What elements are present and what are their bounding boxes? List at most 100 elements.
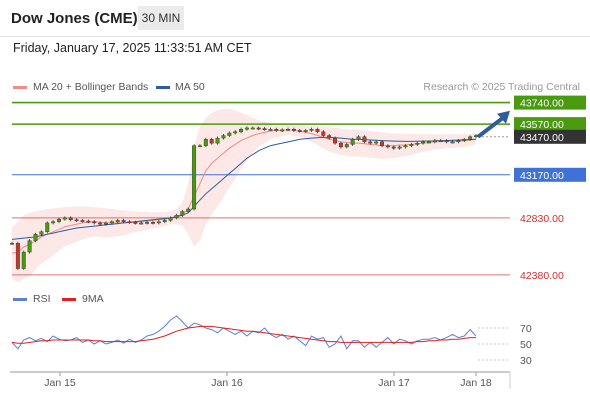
candle bbox=[221, 135, 226, 139]
x-tick-label: Jan 18 bbox=[460, 377, 492, 389]
candle bbox=[368, 141, 373, 144]
rsi-tick-label: 70 bbox=[520, 323, 532, 335]
candle bbox=[356, 136, 361, 140]
candle bbox=[244, 127, 249, 130]
candle bbox=[68, 217, 73, 220]
candle bbox=[391, 146, 396, 149]
candle bbox=[427, 141, 431, 144]
rsi-tick-label: 30 bbox=[520, 355, 532, 367]
candle bbox=[162, 220, 167, 222]
candle bbox=[250, 127, 255, 130]
candle bbox=[92, 221, 97, 224]
candle bbox=[309, 128, 314, 131]
candle bbox=[33, 234, 38, 241]
candle bbox=[421, 141, 426, 144]
candle bbox=[297, 130, 302, 132]
candle bbox=[303, 130, 308, 132]
copyright: Research © 2025 Trading Central bbox=[423, 81, 580, 93]
candle bbox=[468, 136, 473, 140]
candle bbox=[409, 144, 414, 146]
candle bbox=[327, 135, 332, 139]
candle bbox=[62, 217, 67, 220]
rsi-line bbox=[11, 315, 477, 350]
rsi-tick-label: 50 bbox=[520, 339, 532, 351]
9ma-legend-label: 9MA bbox=[82, 293, 104, 305]
candle bbox=[150, 222, 155, 224]
candle bbox=[456, 140, 461, 143]
rsi-9ma-line bbox=[11, 325, 476, 344]
candle bbox=[127, 221, 132, 224]
ma50-line bbox=[11, 136, 477, 240]
candle bbox=[209, 139, 214, 144]
candle bbox=[415, 142, 420, 145]
candle bbox=[139, 222, 144, 225]
rsi-legend-swatch bbox=[13, 298, 27, 301]
candle bbox=[186, 208, 191, 212]
candle bbox=[380, 141, 384, 146]
candle bbox=[280, 129, 285, 132]
candle bbox=[315, 128, 320, 132]
instrument-title: Dow Jones (CME) bbox=[11, 10, 138, 27]
timeframe-button[interactable]: 30 MIN bbox=[138, 6, 184, 30]
candle bbox=[156, 221, 161, 224]
candle bbox=[27, 240, 32, 253]
chart-header: Dow Jones (CME) 30 MIN bbox=[0, 0, 590, 37]
candle bbox=[180, 211, 185, 216]
candle bbox=[438, 140, 443, 143]
candle bbox=[256, 127, 261, 130]
candle bbox=[450, 141, 455, 144]
candle bbox=[57, 218, 61, 222]
candle bbox=[21, 251, 26, 269]
candle bbox=[133, 222, 138, 224]
timestamp: Friday, January 17, 2025 11:33:51 AM CET bbox=[13, 41, 252, 55]
candle bbox=[10, 242, 14, 245]
9ma-legend-swatch bbox=[62, 298, 76, 301]
candle bbox=[192, 145, 197, 210]
candle bbox=[80, 220, 85, 222]
candle bbox=[74, 219, 79, 222]
x-tick-label: Jan 16 bbox=[211, 377, 243, 389]
level-label-bg-1 bbox=[514, 117, 586, 132]
candle bbox=[239, 128, 244, 132]
candle bbox=[291, 128, 296, 131]
ma20-legend-label: MA 20 + Bollinger Bands bbox=[33, 81, 149, 93]
candle bbox=[333, 137, 337, 144]
level-label-bg-3 bbox=[514, 167, 586, 182]
level-label-5: 42380.00 bbox=[520, 270, 564, 282]
candle bbox=[403, 145, 408, 148]
candle bbox=[168, 217, 173, 221]
candle bbox=[39, 231, 44, 235]
candle bbox=[145, 222, 150, 224]
forecast-arrow-head bbox=[497, 110, 510, 124]
candle bbox=[286, 128, 291, 131]
level-label-3: 43170.00 bbox=[520, 170, 564, 182]
rsi-legend-label: RSI bbox=[33, 293, 51, 305]
level-label-bg-0 bbox=[514, 95, 586, 110]
candle bbox=[203, 139, 208, 146]
candle bbox=[262, 128, 267, 130]
candle bbox=[397, 146, 402, 149]
level-label-2: 43470.00 bbox=[520, 132, 564, 144]
candle bbox=[109, 221, 114, 224]
x-tick-label: Jan 15 bbox=[44, 377, 76, 389]
forecast-arrow-shaft bbox=[476, 116, 505, 139]
level-label-0: 43740.00 bbox=[520, 98, 564, 110]
candle bbox=[462, 139, 467, 141]
ma50-legend-label: MA 50 bbox=[175, 81, 205, 93]
candle bbox=[121, 220, 126, 222]
bollinger-band bbox=[12, 108, 476, 283]
candle bbox=[338, 142, 343, 148]
candle bbox=[268, 128, 273, 131]
level-label-4: 42830.00 bbox=[520, 213, 564, 225]
x-tick-label: Jan 17 bbox=[378, 377, 410, 389]
candle bbox=[174, 215, 179, 219]
candle bbox=[385, 145, 390, 148]
candle bbox=[45, 222, 50, 233]
level-label-1: 43570.00 bbox=[520, 119, 564, 131]
candle bbox=[86, 220, 91, 223]
candle bbox=[233, 131, 238, 134]
candle bbox=[344, 144, 349, 148]
candle bbox=[444, 140, 449, 143]
